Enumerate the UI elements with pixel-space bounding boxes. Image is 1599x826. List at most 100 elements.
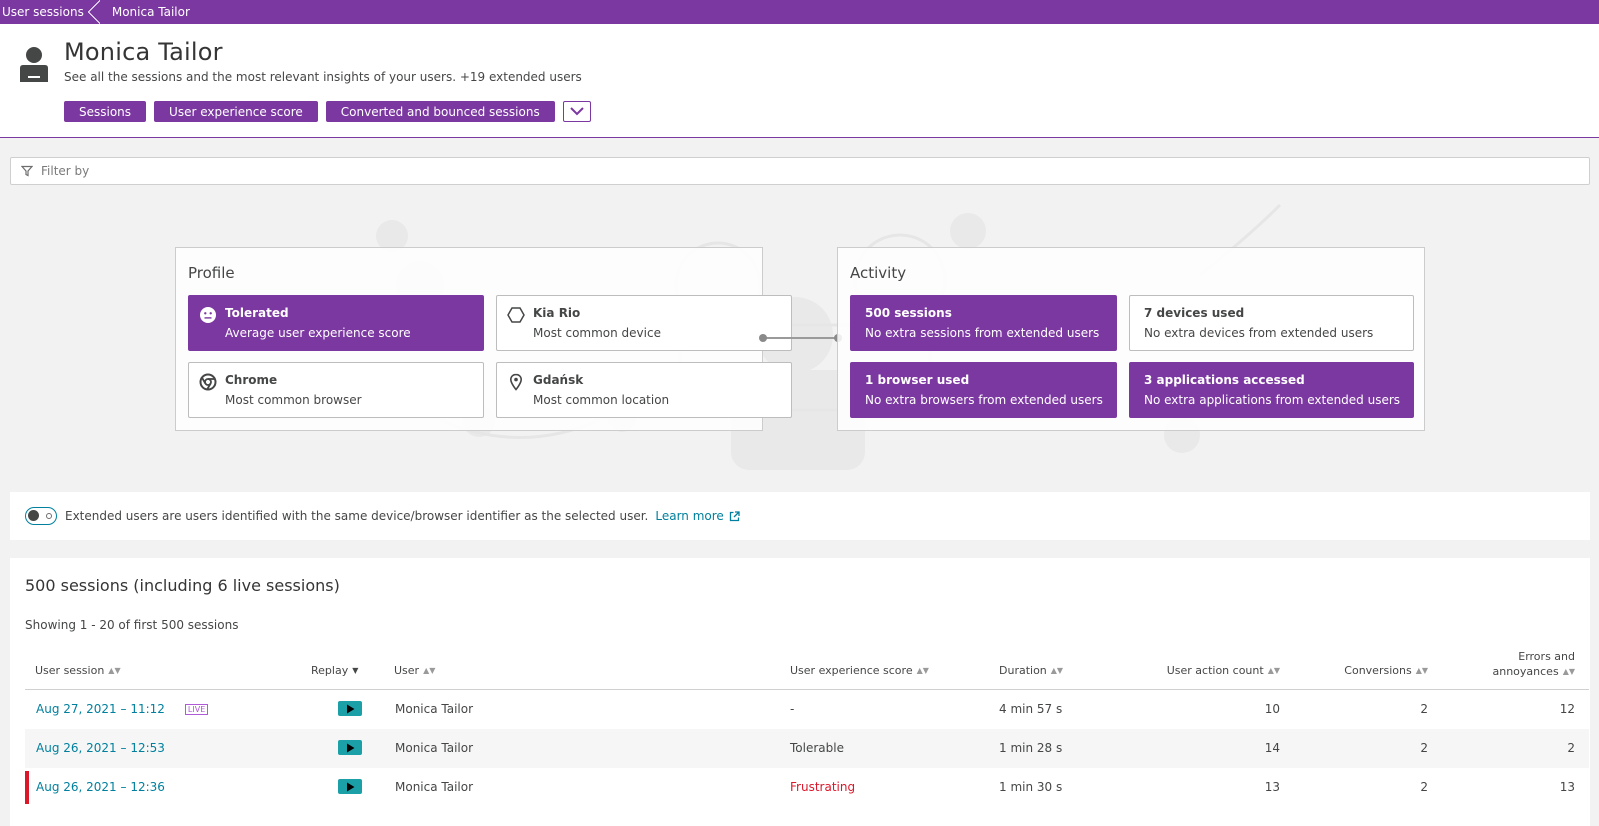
ux-score-cell: - bbox=[790, 702, 795, 716]
tile-main: Gdańsk bbox=[533, 373, 584, 387]
table-row[interactable]: Aug 26, 2021 – 12:53 Monica Tailor Toler… bbox=[25, 729, 1589, 768]
replay-button[interactable] bbox=[338, 779, 362, 794]
panel-connector bbox=[763, 337, 837, 339]
tile-main: 1 browser used bbox=[865, 373, 970, 387]
col-conversions[interactable]: Conversions ▲▼ bbox=[1310, 664, 1428, 677]
learn-more-label: Learn more bbox=[655, 509, 724, 523]
user-cell: Monica Tailor bbox=[395, 780, 474, 794]
col-label: User action count bbox=[1166, 664, 1264, 677]
activity-applications-tile[interactable]: 3 applications accessed No extra applica… bbox=[1129, 362, 1414, 418]
col-label-line2: annoyances bbox=[1492, 665, 1559, 678]
col-label: User session bbox=[35, 664, 105, 677]
col-user[interactable]: User ▲▼ bbox=[394, 664, 435, 677]
errors-cell: 2 bbox=[1567, 741, 1575, 755]
sessions-title: 500 sessions (including 6 live sessions) bbox=[25, 576, 340, 595]
chevron-down-icon bbox=[569, 107, 584, 116]
col-errors-annoyances[interactable]: Errors and annoyances ▲▼ bbox=[1450, 650, 1576, 678]
duration-cell: 1 min 28 s bbox=[999, 741, 1063, 755]
filter-bar[interactable] bbox=[10, 157, 1590, 185]
duration-cell: 4 min 57 s bbox=[999, 702, 1063, 716]
profile-device-tile[interactable]: Kia Rio Most common device bbox=[496, 295, 792, 351]
breadcrumb-user-sessions[interactable]: User sessions bbox=[0, 0, 100, 24]
table-row[interactable]: Aug 26, 2021 – 12:36 Monica Tailor Frust… bbox=[25, 768, 1589, 807]
col-label: Replay bbox=[311, 664, 349, 677]
conversions-cell: 2 bbox=[1420, 780, 1428, 794]
filter-icon bbox=[21, 165, 33, 177]
errors-cell: 13 bbox=[1559, 780, 1575, 794]
col-action-count[interactable]: User action count ▲▼ bbox=[1130, 664, 1280, 677]
page-title: Monica Tailor bbox=[64, 38, 223, 66]
tile-sub: Most common location bbox=[533, 393, 670, 407]
tile-main: 7 devices used bbox=[1144, 306, 1245, 320]
col-user-session[interactable]: User session ▲▼ bbox=[35, 664, 121, 677]
activity-title: Activity bbox=[850, 264, 907, 282]
user-avatar-icon bbox=[20, 47, 48, 82]
col-replay[interactable]: Replay ▼ bbox=[311, 664, 358, 677]
action-count-cell: 10 bbox=[1264, 702, 1280, 716]
ux-score-cell: Frustrating bbox=[790, 780, 856, 794]
col-label: Duration bbox=[999, 664, 1047, 677]
duration-cell: 1 min 30 s bbox=[999, 780, 1063, 794]
breadcrumb-current-user: Monica Tailor bbox=[111, 5, 190, 19]
session-link[interactable]: Aug 26, 2021 – 12:53 bbox=[36, 741, 165, 755]
ux-score-cell: Tolerable bbox=[790, 741, 844, 755]
play-icon bbox=[346, 743, 354, 752]
action-count-cell: 13 bbox=[1264, 780, 1280, 794]
tile-sub: No extra devices from extended users bbox=[1144, 326, 1374, 340]
chip-user-experience-score[interactable]: User experience score bbox=[154, 101, 318, 122]
user-cell: Monica Tailor bbox=[395, 702, 474, 716]
profile-panel: Profile Tolerated Average user experienc… bbox=[175, 247, 792, 431]
page-header: Monica Tailor See all the sessions and t… bbox=[0, 24, 1599, 138]
tile-main: Kia Rio bbox=[533, 306, 581, 320]
more-chips-button[interactable] bbox=[562, 101, 591, 122]
tile-sub: No extra browsers from extended users bbox=[865, 393, 1103, 407]
col-label: User experience score bbox=[790, 664, 913, 677]
replay-button[interactable] bbox=[338, 740, 362, 755]
col-label-line1: Errors and bbox=[1518, 650, 1575, 663]
section-chips: Sessions User experience score Converted… bbox=[64, 101, 591, 122]
extended-users-toggle[interactable] bbox=[25, 507, 57, 525]
tile-main: 500 sessions bbox=[865, 306, 952, 320]
table-row[interactable]: Aug 27, 2021 – 11:12 LIVE Monica Tailor -… bbox=[25, 690, 1589, 729]
chip-converted-bounced[interactable]: Converted and bounced sessions bbox=[325, 101, 555, 122]
frustrating-indicator bbox=[25, 771, 29, 804]
col-duration[interactable]: Duration ▲▼ bbox=[999, 664, 1063, 677]
col-ux-score[interactable]: User experience score ▲▼ bbox=[790, 664, 929, 677]
location-pin-icon bbox=[509, 373, 523, 391]
session-link[interactable]: Aug 27, 2021 – 11:12 LIVE bbox=[36, 702, 209, 716]
profile-ux-score-tile[interactable]: Tolerated Average user experience score bbox=[188, 295, 484, 351]
play-icon bbox=[346, 704, 354, 713]
tile-main: 3 applications accessed bbox=[1144, 373, 1305, 387]
session-link[interactable]: Aug 26, 2021 – 12:36 bbox=[36, 780, 165, 794]
activity-devices-tile[interactable]: 7 devices used No extra devices from ext… bbox=[1129, 295, 1414, 351]
profile-browser-tile[interactable]: Chrome Most common browser bbox=[188, 362, 484, 418]
toggle-off-indicator bbox=[46, 512, 52, 519]
tile-sub: Most common browser bbox=[225, 393, 362, 407]
sort-icon: ▲▼ bbox=[108, 666, 121, 675]
activity-sessions-tile[interactable]: 500 sessions No extra sessions from exte… bbox=[850, 295, 1117, 351]
neutral-face-icon bbox=[200, 307, 216, 323]
activity-browsers-tile[interactable]: 1 browser used No extra browsers from ex… bbox=[850, 362, 1117, 418]
sort-icon: ▲▼ bbox=[1562, 667, 1575, 676]
table-header-divider bbox=[25, 689, 1589, 690]
live-badge: LIVE bbox=[184, 704, 209, 715]
profile-location-tile[interactable]: Gdańsk Most common location bbox=[496, 362, 792, 418]
chip-sessions[interactable]: Sessions bbox=[64, 101, 147, 122]
sort-icon: ▲▼ bbox=[1415, 666, 1428, 675]
tile-main: Chrome bbox=[225, 373, 278, 387]
session-time: Aug 27, 2021 – 11:12 bbox=[36, 702, 165, 716]
learn-more-link[interactable]: Learn more bbox=[655, 509, 740, 523]
errors-cell: 12 bbox=[1559, 702, 1575, 716]
tile-sub: Average user experience score bbox=[225, 326, 411, 340]
extended-users-text: Extended users are users identified with… bbox=[65, 509, 649, 523]
breadcrumb: User sessions Monica Tailor bbox=[0, 0, 1599, 24]
sort-desc-icon: ▼ bbox=[352, 666, 359, 675]
col-label: User bbox=[394, 664, 420, 677]
activity-panel: Activity 500 sessions No extra sessions … bbox=[837, 247, 1425, 431]
sessions-section: 500 sessions (including 6 live sessions)… bbox=[10, 558, 1590, 826]
filter-input[interactable] bbox=[41, 164, 1541, 178]
tile-sub: No extra sessions from extended users bbox=[865, 326, 1100, 340]
extended-users-strip: Extended users are users identified with… bbox=[10, 492, 1590, 540]
replay-button[interactable] bbox=[338, 701, 362, 716]
tile-main: Tolerated bbox=[225, 306, 289, 320]
